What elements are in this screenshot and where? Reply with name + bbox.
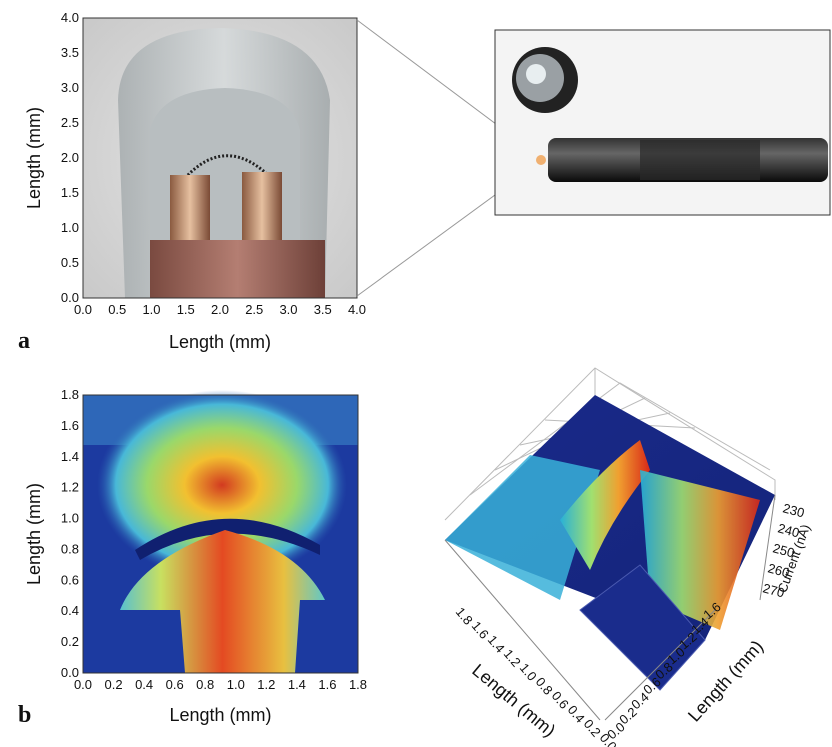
x-tick-label: 0.4 [135, 677, 153, 692]
y-tick-label: 1.0 [61, 511, 79, 526]
panel-label: a [18, 328, 30, 354]
y-tick-label: 1.5 [61, 185, 79, 200]
y-tick-label: 4.0 [61, 10, 79, 25]
y-tick-label: 0.0 [61, 665, 79, 680]
y-tick-label: 0.0 [61, 290, 79, 305]
lens-glare [526, 64, 546, 84]
x-tick-label: 3.5 [314, 302, 332, 317]
x-tick-label: 1.5 [177, 302, 195, 317]
x-axis-label: Length (mm) [169, 332, 271, 352]
y-tick-label: 0.8 [61, 541, 79, 556]
tip [536, 155, 546, 165]
figure-svg: 0.0 0.5 1.0 1.5 2.0 2.5 3.0 3.5 4.0 0.0 0.5 1.0 1.5 2… [0, 0, 832, 747]
y-tick-label: 1.0 [61, 220, 79, 235]
y-tick-label: 0.4 [61, 603, 79, 618]
x-tick-label: 4.0 [348, 302, 366, 317]
x-tick-label: 2.0 [211, 302, 229, 317]
y-tick-label: 1.4 [61, 449, 79, 464]
x-tick-label: 0.6 [166, 677, 184, 692]
electrode [170, 175, 210, 245]
y-tick-label: 1.2 [61, 480, 79, 495]
x-tick-label: 1.0 [142, 302, 160, 317]
x-tick-label: 2.5 [245, 302, 263, 317]
y-tick-label: 2.5 [61, 115, 79, 130]
y-axis-label: Length (mm) [24, 483, 44, 585]
x-axis-label: Length (mm) [169, 705, 271, 725]
x-tick-label: 1.6 [318, 677, 336, 692]
x-tick-label: 1.8 [349, 677, 367, 692]
x-tick-label: 0.8 [196, 677, 214, 692]
y-tick-label: 1.6 [61, 418, 79, 433]
x-tick-label: 3.0 [279, 302, 297, 317]
z-tick-label: 230 [781, 500, 806, 520]
panel-label: b [18, 702, 31, 728]
y-tick-label: 0.5 [61, 255, 79, 270]
y-axis-label: Length (mm) [24, 107, 44, 209]
bulb-base [150, 240, 325, 298]
electrode [242, 172, 282, 242]
x-tick-label: 0.5 [108, 302, 126, 317]
y-tick-label: 0.6 [61, 572, 79, 587]
x-tick-label: 1.4 [288, 677, 306, 692]
y-tick-label: 0.2 [61, 634, 79, 649]
grip [640, 140, 760, 180]
y-tick-label: 1.8 [61, 387, 79, 402]
x-tick-label: 1.2 [257, 677, 275, 692]
y-tick-label: 3.0 [61, 80, 79, 95]
x-tick-label: 0.2 [105, 677, 123, 692]
left-axis-label: Length (mm) [468, 660, 559, 741]
figure: 0.0 0.5 1.0 1.5 2.0 2.5 3.0 3.5 4.0 0.0 0.5 1.0 1.5 2… [0, 0, 832, 747]
x-tick-label: 1.0 [227, 677, 245, 692]
y-tick-label: 2.0 [61, 150, 79, 165]
y-tick-label: 3.5 [61, 45, 79, 60]
